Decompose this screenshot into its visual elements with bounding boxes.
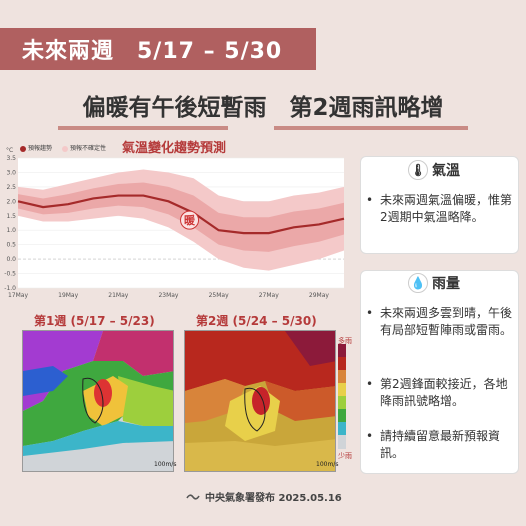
x-tick-label: 23May	[158, 292, 178, 299]
legend-item-uncertainty: 預報不確定性	[62, 143, 106, 152]
rain-bullet-1: 未來兩週多雲到晴，午後有局部短暫陣雨或雷雨。	[366, 305, 516, 339]
scale-more-label: 多雨	[338, 337, 352, 345]
y-tick-label: 3.0	[6, 169, 16, 176]
warm-badge-label: 暖	[184, 213, 196, 227]
week1-map-graphic	[23, 331, 173, 471]
thermometer-icon: 🌡	[408, 160, 428, 180]
rainfall-color-scale	[338, 344, 346, 449]
header-bar	[0, 28, 316, 70]
x-tick-label: 17May	[8, 292, 28, 299]
chart-title: 氣溫變化趨勢預測	[122, 141, 227, 156]
temperature-card-header: 🌡 氣溫	[408, 160, 460, 180]
y-tick-label: 1.5	[6, 213, 16, 220]
x-tick-label: 29May	[309, 292, 329, 299]
temperature-chart: 3.5 3.0 2.5 2.0 1.5 1.0 0.5 0.0 -0.5 -1.0 °C 17May 1…	[4, 147, 345, 299]
rain-card-header: 💧 雨量	[408, 273, 460, 293]
y-tick-label: 0.0	[6, 256, 16, 263]
week2-rain-map	[184, 330, 336, 472]
footer-text: 中央氣象署發布 2025.05.16	[205, 493, 342, 504]
y-axis-unit: °C	[6, 147, 13, 154]
temperature-card-title: 氣溫	[432, 163, 460, 179]
week1-rain-map	[22, 330, 174, 472]
x-tick-label: 21May	[108, 292, 128, 299]
y-tick-label: -0.5	[4, 271, 16, 278]
x-tick-label: 25May	[209, 292, 229, 299]
chart-legend: 預報趨勢 預報不確定性	[20, 143, 106, 152]
x-tick-label: 27May	[259, 292, 279, 299]
y-tick-label: 1.0	[6, 227, 16, 234]
y-tick-label: -1.0	[4, 285, 16, 292]
rain-bullet-3: 請持續留意最新預報資訊。	[366, 428, 516, 462]
trend-line	[17, 194, 345, 235]
footer: 中央氣象署發布 2025.05.16	[186, 489, 342, 504]
week2-map-graphic	[185, 331, 335, 471]
rain-card-title: 雨量	[432, 276, 460, 292]
y-tick-label: 2.0	[6, 198, 16, 205]
y-tick-label: 0.5	[6, 242, 16, 249]
cwa-logo-icon	[186, 493, 200, 500]
y-tick-label: 2.5	[6, 184, 16, 191]
x-tick-label: 19May	[58, 292, 78, 299]
temperature-bullet: 未來兩週氣溫偏暖，惟第2週期中氣溫略降。	[366, 192, 516, 226]
subtitle-underline-2	[274, 126, 468, 130]
legend-item-trend: 預報趨勢	[20, 143, 52, 152]
rain-bullet-2: 第2週鋒面較接近，各地降雨訊號略增。	[366, 376, 516, 410]
scale-less-label: 少雨	[338, 452, 352, 460]
y-tick-label: 3.5	[6, 155, 16, 162]
subtitle-underline	[58, 126, 228, 130]
page-title: 未來兩週 5/17 – 5/30	[22, 39, 283, 64]
week1-wind-scale: 100m/s	[154, 461, 177, 468]
warm-badge	[180, 210, 200, 230]
week2-map-label: 第2週 (5/24 – 5/30)	[196, 314, 317, 328]
raindrop-icon: 💧	[408, 273, 428, 293]
page-subtitle: 偏暖有午後短暫雨 第2週雨訊略增	[82, 95, 444, 121]
week2-wind-scale: 100m/s	[316, 461, 339, 468]
week1-map-label: 第1週 (5/17 – 5/23)	[34, 314, 155, 328]
